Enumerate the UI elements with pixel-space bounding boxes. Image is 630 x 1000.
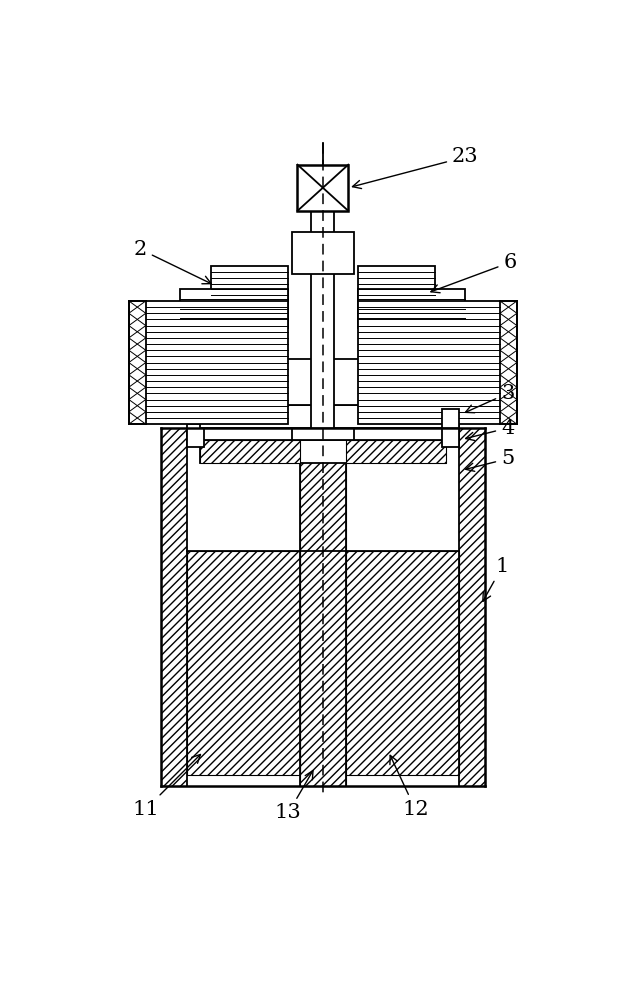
Bar (186, 424, 203, 447)
Bar (186, 551, 300, 774)
Text: 6: 6 (431, 253, 517, 293)
Bar (442, 409, 459, 428)
Bar (161, 428, 484, 786)
Bar (300, 440, 346, 786)
Bar (200, 405, 446, 428)
Bar (200, 440, 300, 463)
Text: 12: 12 (390, 755, 428, 819)
Text: 23: 23 (352, 147, 479, 189)
Bar (346, 440, 459, 774)
Text: 2: 2 (134, 240, 211, 284)
Text: 5: 5 (466, 449, 514, 471)
Text: 4: 4 (466, 418, 514, 441)
Text: 11: 11 (132, 754, 200, 819)
Bar (186, 440, 300, 774)
Bar (346, 440, 446, 463)
Bar (442, 424, 459, 447)
Bar (358, 266, 435, 301)
Bar (186, 428, 459, 786)
Bar (180, 289, 289, 328)
Text: 1: 1 (483, 557, 509, 601)
Bar (200, 440, 446, 463)
Bar (297, 165, 348, 211)
Bar (358, 289, 466, 328)
Bar (129, 301, 288, 424)
Bar (231, 359, 415, 405)
Text: 13: 13 (275, 771, 313, 822)
Bar (211, 266, 288, 301)
Text: 3: 3 (466, 384, 514, 413)
Bar (292, 232, 353, 274)
Bar (292, 424, 353, 440)
Bar (311, 211, 335, 428)
Bar (358, 301, 517, 424)
Bar (346, 551, 459, 774)
